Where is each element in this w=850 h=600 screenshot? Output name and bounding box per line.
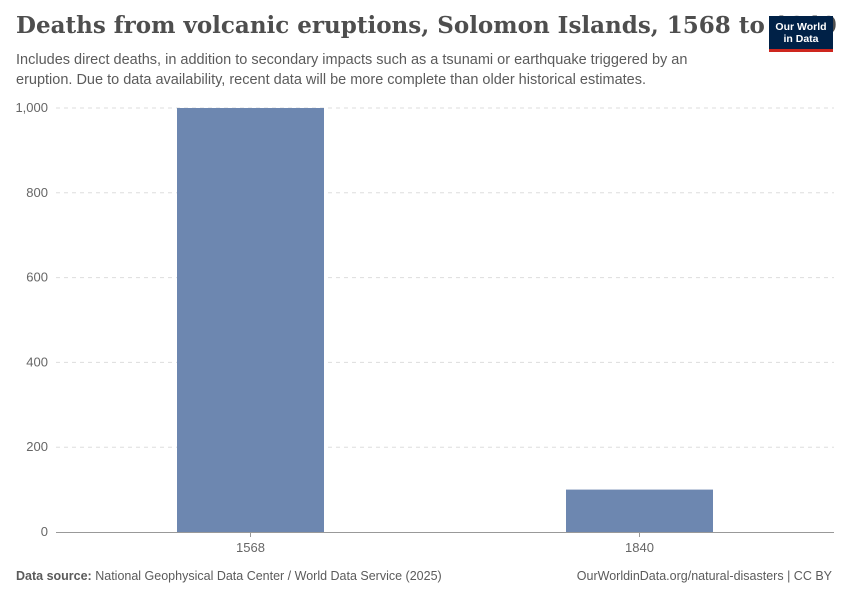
logo-line-2: in Data (783, 32, 819, 45)
x-tick-label: 1568 (236, 540, 265, 555)
y-tick-label: 0 (41, 524, 48, 539)
bar-1840[interactable] (566, 489, 713, 532)
y-tick-label: 800 (26, 185, 48, 200)
y-tick-label: 600 (26, 270, 48, 285)
chart-title: Deaths from volcanic eruptions, Solomon … (16, 12, 837, 39)
bar-1568[interactable] (177, 108, 324, 532)
logo-line-1: Our World (775, 20, 827, 33)
y-tick-label: 1,000 (15, 100, 48, 115)
owid-logo[interactable]: Our World in Data (769, 16, 833, 52)
y-tick-label: 400 (26, 354, 48, 369)
chart-subtitle: Includes direct deaths, in addition to s… (16, 52, 688, 88)
y-tick-label: 200 (26, 439, 48, 454)
data-source-text[interactable]: National Geophysical Data Center / World… (95, 569, 442, 583)
data-source-label: Data source: (16, 569, 92, 583)
license-link[interactable]: OurWorldinData.org/natural-disasters | C… (576, 569, 832, 583)
x-tick-label: 1840 (625, 540, 654, 555)
data-source: Data source: National Geophysical Data C… (16, 569, 442, 583)
